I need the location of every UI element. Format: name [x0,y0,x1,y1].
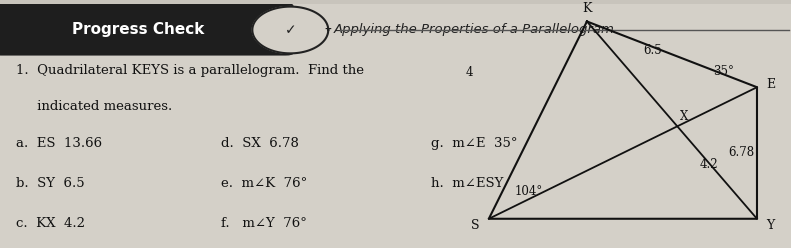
Text: 104°: 104° [514,186,543,198]
Text: g.  m∠E  35°: g. m∠E 35° [431,137,517,150]
Text: 6.5: 6.5 [643,44,661,57]
Text: 4.2: 4.2 [700,157,718,171]
Text: d.  SX  6.78: d. SX 6.78 [221,137,299,150]
Text: X: X [679,110,688,123]
Text: ✓: ✓ [285,23,296,37]
Text: f.   m∠Y  76°: f. m∠Y 76° [221,217,308,230]
FancyBboxPatch shape [0,3,293,56]
Text: 1.  Quadrilateral KEYS is a parallelogram.  Find the: 1. Quadrilateral KEYS is a parallelogram… [16,64,364,77]
Text: Progress Check: Progress Check [72,23,205,37]
Text: 4: 4 [466,66,473,79]
Text: b.  SY  6.5: b. SY 6.5 [16,177,85,190]
Text: indicated measures.: indicated measures. [16,100,172,113]
Text: S: S [471,219,479,232]
Text: Applying the Properties of a Parallelogram: Applying the Properties of a Parallelogr… [334,24,615,36]
Text: a.  ES  13.66: a. ES 13.66 [16,137,102,150]
Text: K: K [582,2,592,15]
Text: 35°: 35° [713,65,734,78]
Text: Y: Y [766,219,774,232]
Polygon shape [252,7,328,53]
Text: c.  KX  4.2: c. KX 4.2 [16,217,85,230]
Text: e.  m∠K  76°: e. m∠K 76° [221,177,308,190]
Text: h.  m∠ESY: h. m∠ESY [431,177,503,190]
Text: –: – [325,23,331,37]
Text: 6.78: 6.78 [728,147,755,159]
Text: E: E [766,78,776,91]
